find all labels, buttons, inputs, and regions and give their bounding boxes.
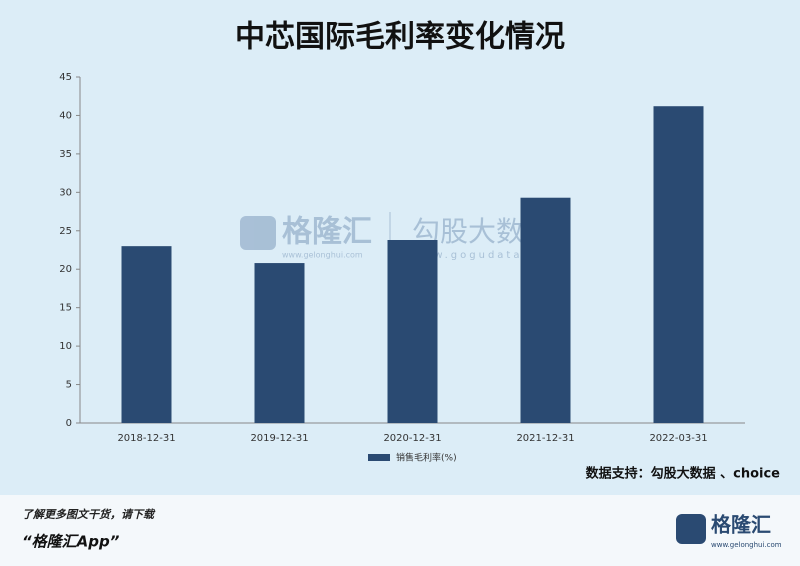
x-tick-label: 2019-12-31 <box>250 433 308 444</box>
x-tick-label: 2020-12-31 <box>383 433 441 444</box>
bar <box>520 197 571 423</box>
logo-text: 格隆汇 <box>711 513 771 537</box>
bar <box>121 246 172 423</box>
logo-icon <box>676 514 706 544</box>
watermark-url: www.gelonghui.com <box>282 251 363 260</box>
x-tick-label: 2021-12-31 <box>516 433 574 444</box>
bar <box>653 106 704 424</box>
y-tick-label: 40 <box>59 110 72 121</box>
x-tick-label: 2022-03-31 <box>649 433 707 444</box>
y-tick-label: 30 <box>59 187 72 198</box>
y-tick-label: 20 <box>59 264 72 275</box>
footer-band <box>0 495 800 566</box>
watermark-partner-url: www.gogudata.com <box>412 250 559 261</box>
x-tick-label: 2018-12-31 <box>117 433 175 444</box>
y-tick-label: 25 <box>59 226 72 237</box>
footer-app: “格隆汇App” <box>22 533 120 551</box>
watermark-icon <box>240 216 276 250</box>
y-tick-label: 15 <box>59 303 72 314</box>
bar <box>254 263 305 423</box>
bar <box>387 240 438 423</box>
legend-label: 销售毛利率(%) <box>396 452 457 464</box>
footer-text: 了解更多图文干货，请下载 <box>22 508 156 521</box>
y-tick-label: 10 <box>59 341 72 352</box>
y-tick-label: 0 <box>66 418 72 429</box>
y-tick-label: 5 <box>66 380 72 391</box>
watermark-brand: 格隆汇 <box>282 215 372 250</box>
y-tick-label: 35 <box>59 149 72 160</box>
chart-title: 中芯国际毛利率变化情况 <box>235 20 565 55</box>
y-tick-label: 45 <box>59 72 72 83</box>
legend-swatch <box>368 454 390 461</box>
source: 数据支持：勾股大数据 、choice <box>586 466 781 482</box>
logo-url: www.gelonghui.com <box>711 541 782 549</box>
